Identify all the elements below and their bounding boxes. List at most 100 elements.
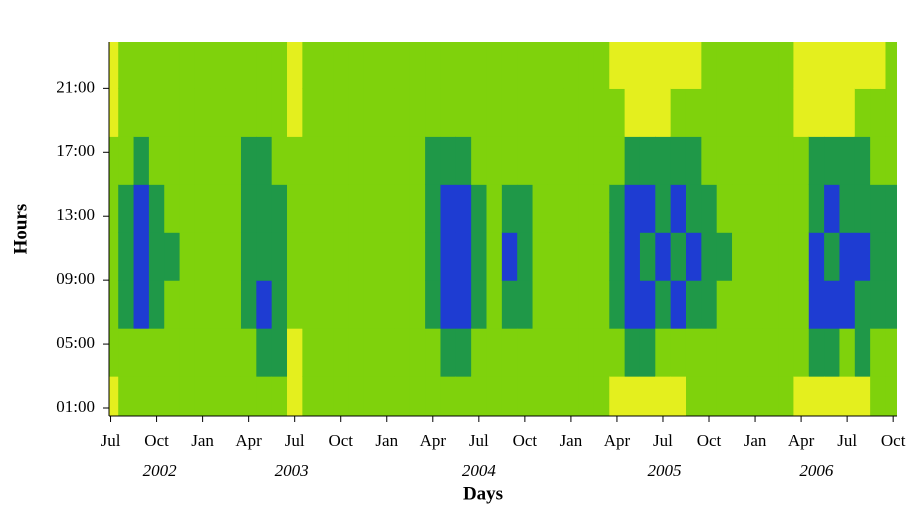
heat-cell: [363, 232, 380, 281]
heat-cell: [547, 184, 564, 233]
heat-cell: [317, 88, 334, 137]
heat-cell: [517, 280, 534, 329]
heat-cell: [348, 280, 365, 329]
heat-cell: [563, 42, 580, 89]
heat-cell: [256, 136, 273, 185]
heat-cell: [240, 88, 257, 137]
heat-cell: [394, 376, 411, 416]
heat-cell: [394, 136, 411, 185]
heat-cell: [271, 280, 288, 329]
heat-cell: [578, 136, 595, 185]
heat-cell: [593, 280, 610, 329]
heat-cell: [109, 88, 119, 137]
heat-cell: [808, 232, 825, 281]
heat-cell: [501, 376, 518, 416]
heat-cell: [133, 328, 150, 377]
heat-cell: [547, 88, 564, 137]
heat-cell: [440, 184, 457, 233]
heat-cell: [271, 184, 288, 233]
heat-cell: [593, 328, 610, 377]
heat-cell: [440, 376, 457, 416]
heat-cell: [194, 42, 211, 89]
heat-cell: [655, 42, 672, 89]
heat-cell: [148, 88, 165, 137]
heat-cell: [624, 88, 641, 137]
heat-cell: [409, 376, 426, 416]
heat-cell: [317, 136, 334, 185]
heat-cell: [302, 88, 319, 137]
heat-cell: [148, 328, 165, 377]
heat-cell: [240, 232, 257, 281]
heat-cell: [732, 136, 748, 185]
heat-cell: [839, 88, 856, 137]
heat-cell: [609, 184, 626, 233]
heat-cell: [716, 136, 733, 185]
heat-cell: [455, 88, 472, 137]
heat-cell: [854, 184, 871, 233]
heat-cell: [870, 328, 887, 377]
heat-cell: [501, 136, 518, 185]
heat-cell: [762, 136, 779, 185]
heat-cell: [655, 232, 672, 281]
heat-cell: [563, 232, 580, 281]
heat-cell: [670, 376, 687, 416]
heat-cell: [547, 42, 564, 89]
heat-cell: [486, 42, 503, 89]
heat-cell: [578, 280, 595, 329]
heat-cell: [685, 184, 702, 233]
heat-cell: [379, 42, 396, 89]
heat-cell: [317, 376, 334, 416]
heat-cell: [118, 184, 135, 233]
heat-cell: [609, 232, 626, 281]
heat-cell: [210, 328, 227, 377]
heat-cell: [593, 376, 610, 416]
heat-cell: [179, 376, 196, 416]
heat-cell: [517, 42, 534, 89]
heat-cell: [854, 88, 871, 137]
heat-cell: [471, 184, 488, 233]
heat-cell: [455, 328, 472, 377]
heat-cell: [655, 184, 672, 233]
heat-cell: [701, 184, 718, 233]
heat-cell: [701, 88, 718, 137]
heat-cell: [563, 376, 580, 416]
heat-cell: [685, 88, 702, 137]
heat-cell: [164, 136, 181, 185]
heat-cell: [501, 184, 518, 233]
heat-cell: [225, 136, 242, 185]
heat-cell: [885, 376, 897, 416]
heat-cell: [440, 88, 457, 137]
heat-cell: [210, 376, 227, 416]
heat-cell: [333, 280, 349, 329]
heat-cell: [854, 136, 871, 185]
heat-cell: [593, 232, 610, 281]
heat-cell: [394, 328, 411, 377]
x-tick-label: Jul: [101, 431, 121, 450]
heat-cell: [885, 280, 897, 329]
heat-cell: [778, 88, 795, 137]
heat-cell: [732, 328, 748, 377]
heat-cell: [348, 136, 365, 185]
heat-cell: [747, 88, 764, 137]
heat-cell: [317, 232, 334, 281]
heat-cell: [532, 184, 549, 233]
heat-cell: [109, 184, 119, 233]
heat-cell: [148, 42, 165, 89]
heat-cell: [532, 88, 549, 137]
heat-cell: [240, 184, 257, 233]
heat-cell: [363, 328, 380, 377]
heat-cell: [670, 184, 687, 233]
heat-cell: [440, 42, 457, 89]
heat-cell: [563, 328, 580, 377]
heat-cell: [824, 184, 841, 233]
heat-cell: [210, 232, 227, 281]
heat-cell: [824, 88, 841, 137]
x-tick-label: Jan: [560, 431, 583, 450]
heat-cell: [471, 42, 488, 89]
heat-cell: [271, 42, 288, 89]
heat-cell: [440, 280, 457, 329]
y-tick-label: 21:00: [56, 77, 95, 96]
heat-cell: [455, 42, 472, 89]
heat-cell: [379, 88, 396, 137]
heat-cell: [148, 376, 165, 416]
